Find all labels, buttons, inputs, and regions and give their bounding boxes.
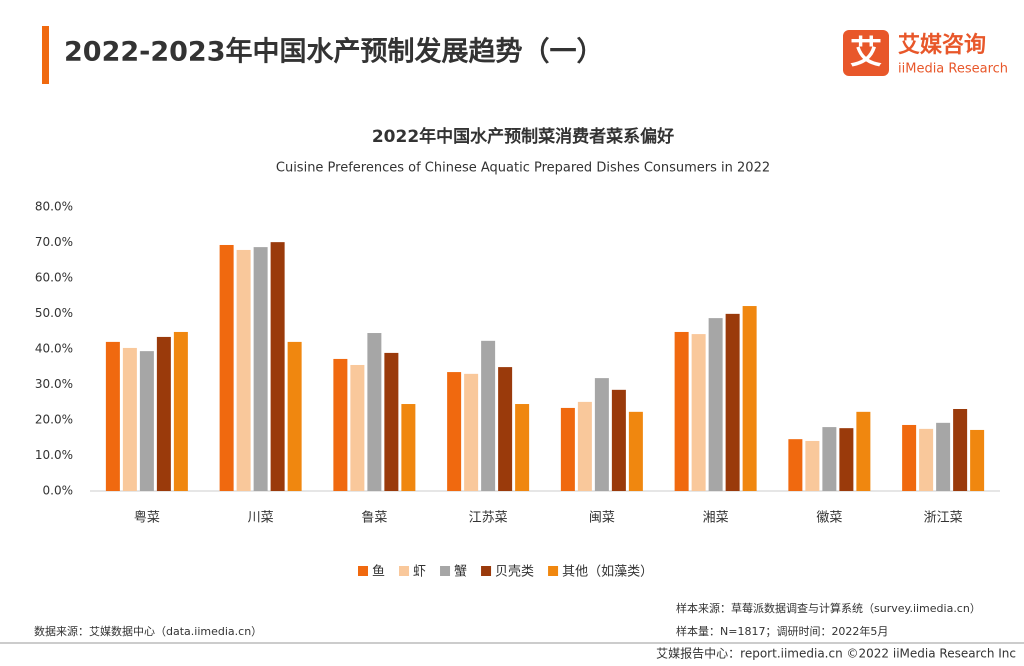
x-tick-label: 鲁菜	[361, 511, 387, 526]
bar	[725, 313, 740, 491]
bar	[628, 411, 643, 491]
bar	[856, 411, 871, 491]
footer-text: 艾媒报告中心：report.iimedia.cn ©2022 iiMedia R…	[656, 646, 1016, 661]
bar	[139, 351, 154, 491]
y-tick-label: 60.0%	[35, 271, 73, 285]
y-tick-label: 50.0%	[35, 306, 73, 320]
bar	[122, 347, 137, 491]
bar	[287, 341, 302, 491]
bar	[236, 249, 251, 491]
y-tick-label: 0.0%	[43, 484, 74, 498]
bar	[805, 440, 820, 491]
legend-label: 虾	[413, 565, 426, 580]
legend-swatch	[440, 566, 451, 576]
legend-label: 蟹	[454, 565, 467, 580]
bar	[594, 378, 609, 491]
bar	[219, 244, 234, 491]
legend-swatch	[399, 566, 410, 576]
sample-source: 样本来源：草莓派数据调查与计算系统（survey.iimedia.cn）	[676, 601, 981, 615]
y-tick-label: 30.0%	[35, 377, 73, 391]
bar	[253, 247, 268, 491]
y-tick-label: 20.0%	[35, 413, 73, 427]
x-tick-label: 粤菜	[134, 510, 160, 526]
bar	[333, 358, 348, 491]
bar	[839, 428, 854, 491]
chart-title: 2022年中国水产预制菜消费者菜系偏好	[372, 126, 674, 147]
x-tick-label: 浙江菜	[924, 511, 963, 526]
data-source: 数据来源：艾媒数据中心（data.iimedia.cn）	[34, 624, 262, 638]
x-tick-label: 徽菜	[816, 511, 842, 526]
legend-swatch	[481, 566, 492, 576]
bar	[970, 429, 985, 491]
bar	[384, 352, 399, 491]
y-tick-label: 70.0%	[35, 235, 73, 249]
logo-icon-bg	[843, 30, 889, 76]
bar	[481, 340, 496, 491]
legend-swatch	[548, 566, 559, 576]
chart-subtitle: Cuisine Preferences of Chinese Aquatic P…	[276, 161, 770, 176]
y-tick-label: 80.0%	[35, 200, 73, 214]
bar	[447, 372, 462, 491]
bar	[577, 401, 592, 491]
bar	[902, 424, 917, 491]
logo-en: iiMedia Research	[898, 62, 1008, 77]
bar	[105, 341, 120, 491]
bar	[173, 331, 188, 491]
x-tick-label: 川菜	[248, 511, 274, 526]
bar	[919, 428, 934, 491]
legend-swatch	[358, 566, 368, 576]
sample-size: 样本量：N=1817；调研时间：2022年5月	[676, 624, 888, 638]
x-tick-label: 湘菜	[703, 511, 729, 526]
bar	[953, 408, 968, 491]
bar	[691, 334, 706, 491]
bar	[270, 242, 285, 491]
bar	[560, 407, 575, 491]
bar	[742, 306, 757, 491]
title-accent	[42, 26, 49, 84]
bar	[788, 439, 803, 491]
bar	[674, 331, 689, 491]
logo-icon: 艾	[850, 33, 882, 71]
bar	[822, 427, 837, 491]
bar	[708, 318, 723, 491]
bar	[515, 404, 530, 491]
bar	[936, 422, 951, 491]
y-tick-label: 10.0%	[35, 448, 73, 462]
bar	[611, 389, 626, 491]
x-tick-label: 闽菜	[589, 511, 615, 526]
bar	[350, 364, 365, 491]
bar	[401, 404, 416, 491]
legend-label: 其他（如藻类）	[562, 564, 653, 580]
bar	[464, 373, 479, 491]
bar	[367, 333, 382, 491]
legend-label: 贝壳类	[495, 565, 534, 580]
bar	[156, 336, 171, 491]
logo-cn: 艾媒咨询	[898, 32, 986, 58]
bar	[498, 367, 513, 491]
x-tick-label: 江苏菜	[469, 510, 508, 526]
page-title: 2022-2023年中国水产预制发展趋势（一）	[64, 36, 604, 68]
y-tick-label: 40.0%	[35, 342, 73, 356]
legend-label: 鱼	[372, 564, 385, 580]
